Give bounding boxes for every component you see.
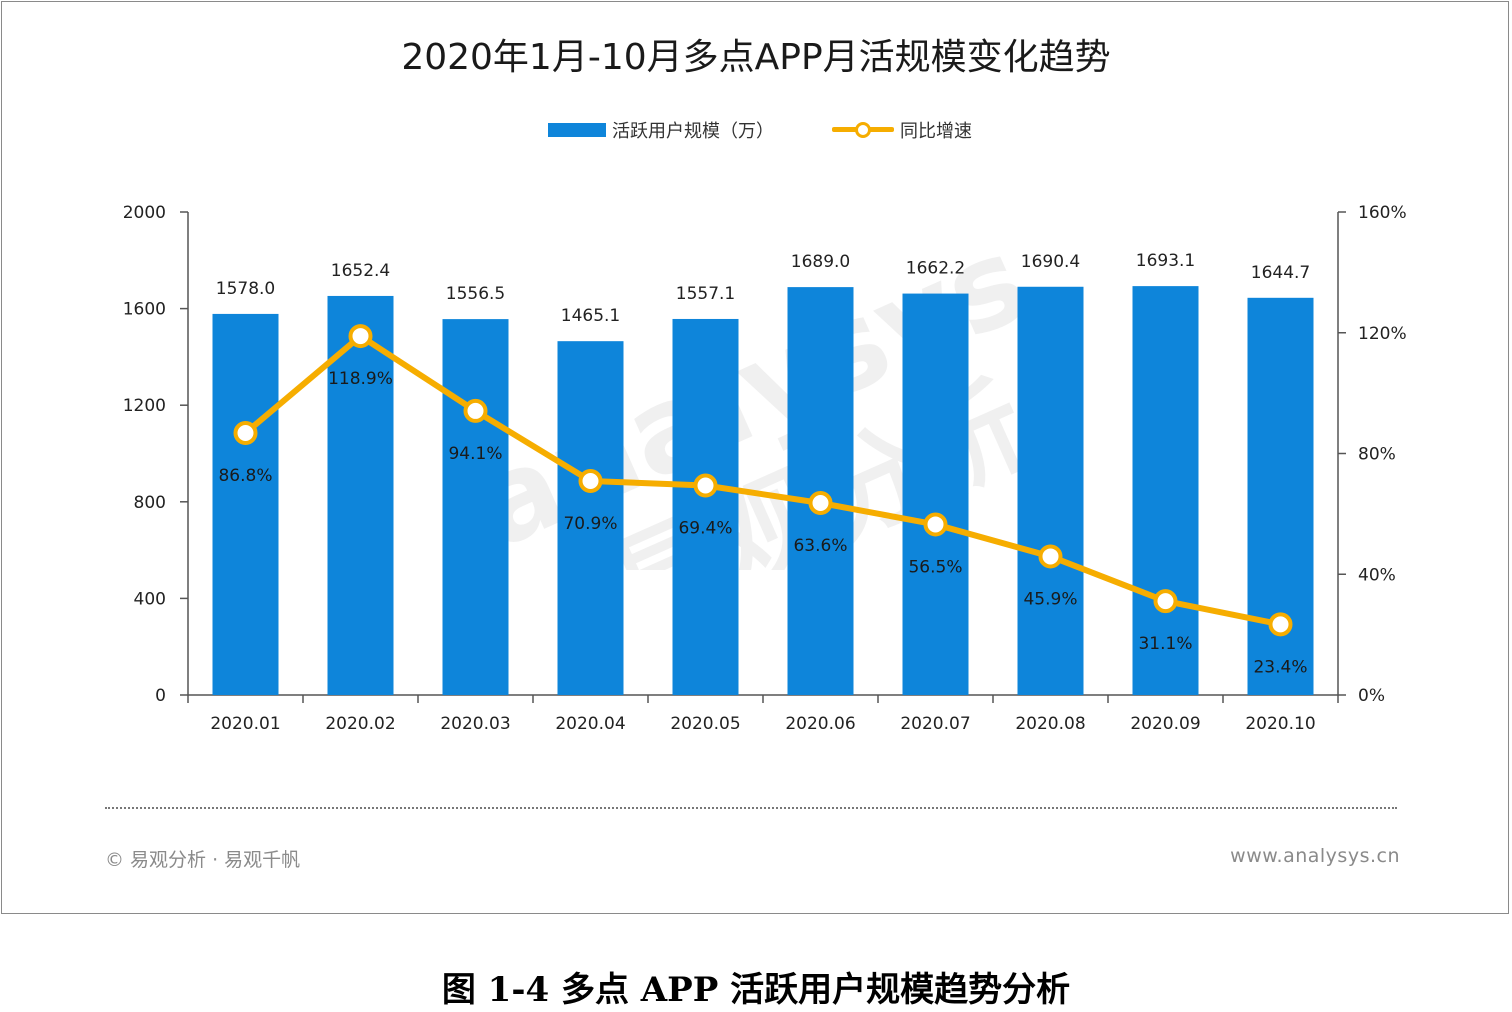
growth-point [348,324,373,349]
bar [327,295,394,695]
footer-divider [105,807,1397,809]
growth-point [233,420,258,445]
left-tick-label: 800 [134,493,166,513]
bar-value-label: 1689.0 [791,252,850,272]
right-tick-label: 120% [1358,324,1407,344]
x-tick-label: 2020.08 [1015,714,1085,734]
growth-point [808,491,833,516]
bar [557,341,624,695]
bar-value-label: 1662.2 [906,259,965,279]
growth-value-label: 45.9% [1023,589,1077,609]
bar-value-label: 1557.1 [676,284,735,304]
x-tick-label: 2020.04 [555,714,625,734]
growth-value-label: 94.1% [448,444,502,464]
growth-value-label: 31.1% [1138,634,1192,654]
bar [1017,286,1084,695]
growth-value-label: 56.5% [908,557,962,577]
bar-value-label: 1578.0 [216,279,275,299]
chart-plot: 0 400 800 1200 1600 2000 0% 40% 80% 120% 160% 2020.… [123,203,1407,734]
growth-line [243,333,1282,628]
bar-value-label: 1644.7 [1251,263,1310,283]
growth-point [463,398,488,423]
legend-item-bar: 活跃用户规模（万） [548,116,774,144]
right-tick-label: 160% [1358,203,1407,223]
x-tick-label: 2020.10 [1245,714,1315,734]
growth-point [1268,612,1293,637]
bar [212,313,279,695]
chart-axes: 0 400 800 1200 1600 2000 0% 40% 80% 120% 160% 2020.… [123,203,1407,734]
right-tick-label: 40% [1358,565,1396,585]
left-tick-label: 400 [134,589,166,609]
x-tick-label: 2020.05 [670,714,740,734]
bar-series [212,286,1314,695]
website-link[interactable]: www.analysys.cn [1230,845,1400,867]
growth-value-label: 69.4% [678,518,732,538]
bar-value-label: 1652.4 [331,261,390,281]
growth-point [923,512,948,537]
left-tick-label: 1200 [123,396,166,416]
legend-bar-label: 活跃用户规模（万） [612,121,774,142]
x-tick-label: 2020.06 [785,714,855,734]
left-tick-label: 2000 [123,203,166,223]
copyright-text: © 易观分析 · 易观千帆 [105,849,301,871]
bar-value-label: 1690.4 [1021,252,1080,272]
growth-value-label: 86.8% [218,466,272,486]
x-tick-label: 2020.01 [210,714,280,734]
growth-value-label: 118.9% [328,369,393,389]
legend-item-line: 同比增速 [832,116,972,144]
growth-point [1038,544,1063,569]
left-tick-label: 0 [155,686,166,706]
growth-value-label: 70.9% [563,514,617,534]
x-tick-label: 2020.03 [440,714,510,734]
data-labels: 1578.0 1652.4 1556.5 1465.1 1557.1 1689.0 1662… [216,251,1310,677]
growth-point [693,473,718,498]
bar-value-label: 1556.5 [446,284,505,304]
growth-value-label: 23.4% [1253,657,1307,677]
growth-value-label: 63.6% [793,536,847,556]
bar [672,318,739,695]
x-tick-label: 2020.02 [325,714,395,734]
bar-value-label: 1465.1 [561,306,620,326]
legend-line-label: 同比增速 [900,121,972,142]
bar [1132,286,1199,695]
bar [902,293,969,695]
x-tick-label: 2020.07 [900,714,970,734]
figure-caption: 图 1-4 多点 APP 活跃用户规模趋势分析 [441,970,1071,1010]
growth-point [1153,589,1178,614]
line-series [233,324,1293,637]
legend-bar-swatch [548,123,606,137]
bar [442,319,509,695]
chart-title: 2020年1月-10月多点APP月活规模变化趋势 [401,37,1111,78]
left-tick-label: 1600 [123,300,166,320]
bar-value-label: 1693.1 [1136,251,1195,271]
right-tick-label: 80% [1358,445,1396,465]
growth-point [578,468,603,493]
legend-line-swatch [832,116,894,144]
x-tick-label: 2020.09 [1130,714,1200,734]
right-tick-label: 0% [1358,686,1385,706]
